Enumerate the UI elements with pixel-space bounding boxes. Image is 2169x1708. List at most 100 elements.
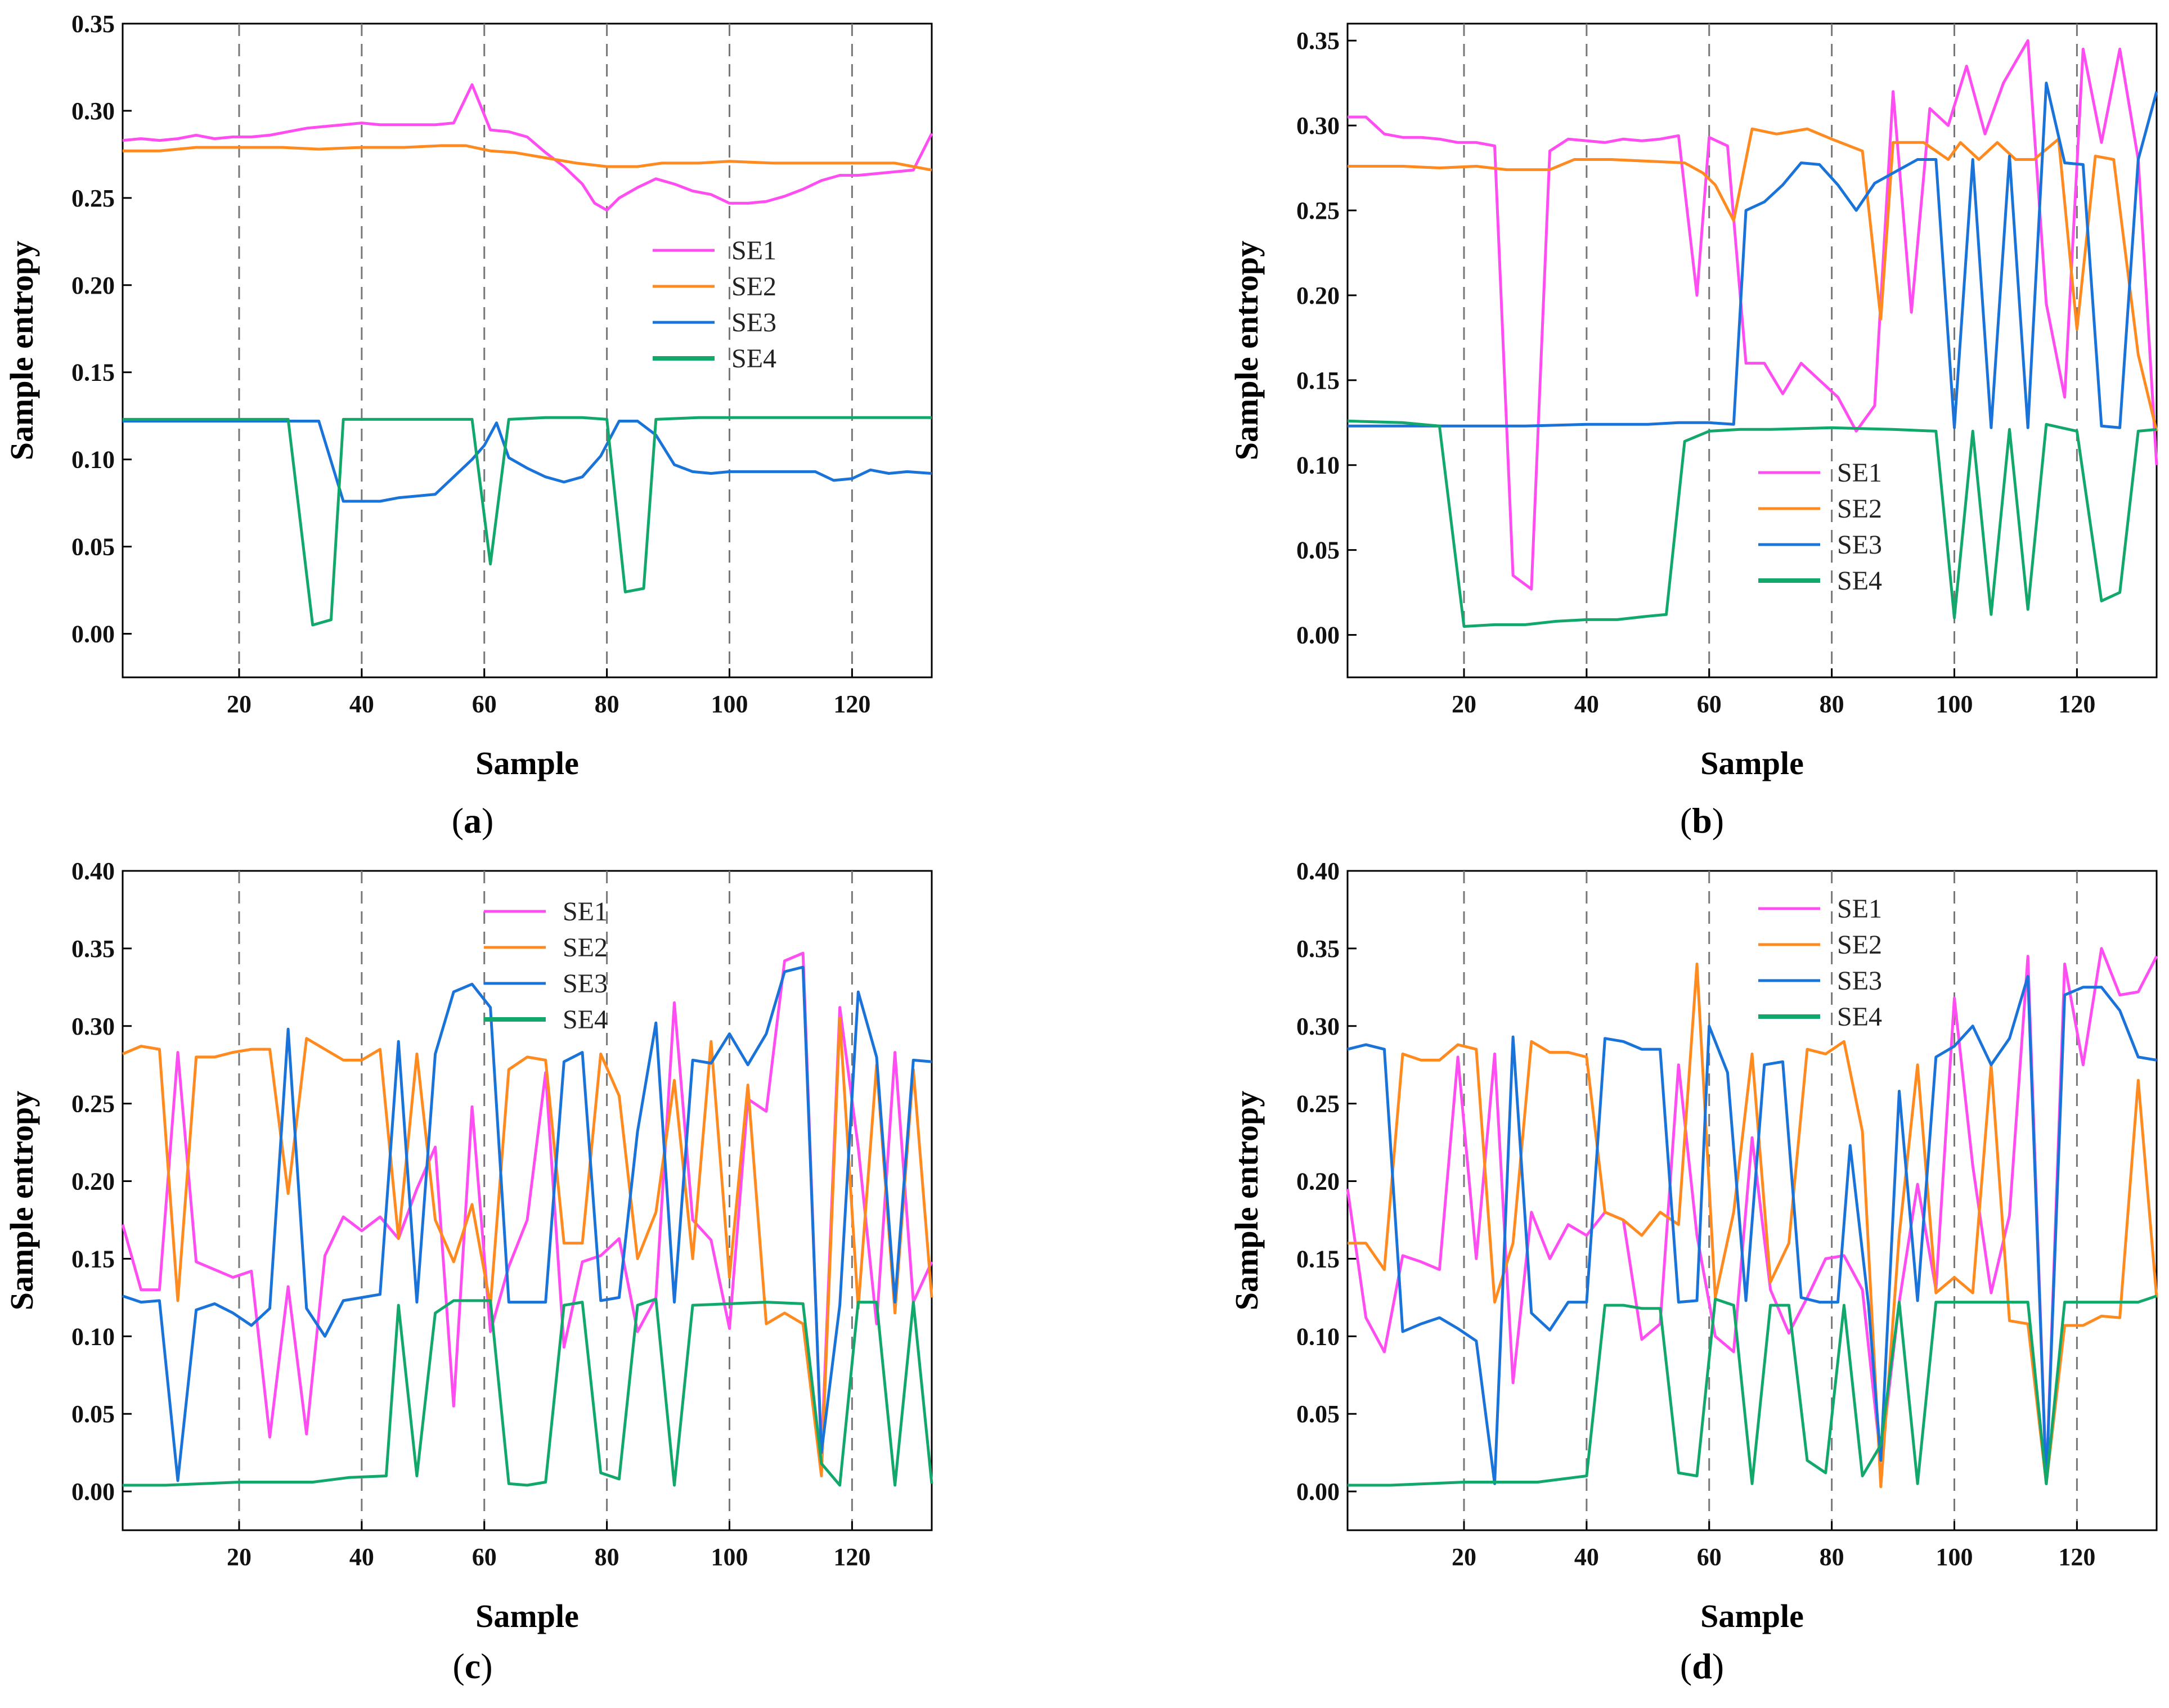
y-tick-label: 0.05: [71, 533, 115, 561]
x-tick-label: 40: [349, 1543, 374, 1571]
x-tick-label: 100: [711, 690, 748, 718]
x-tick-label: 40: [1574, 1543, 1599, 1571]
series-line-se1: [121, 951, 933, 1459]
panel-caption: (b): [1680, 801, 1724, 840]
y-tick-label: 0.35: [1296, 27, 1340, 55]
x-tick-label: 20: [1452, 1543, 1476, 1571]
y-tick-label: 0.10: [71, 1323, 115, 1350]
y-tick-label: 0.15: [71, 359, 115, 386]
series-line-se3: [1347, 975, 2157, 1485]
y-axis-title: Sample entropy: [3, 241, 40, 460]
y-tick-label: 0.40: [1296, 857, 1340, 885]
y-tick-label: 0.25: [1296, 1090, 1340, 1118]
legend-label-se3: SE3: [1837, 966, 1882, 996]
legend-label-se1: SE1: [1837, 894, 1882, 924]
y-tick-label: 0.40: [71, 857, 115, 885]
y-tick-label: 0.15: [1296, 367, 1340, 394]
legend-label-se4: SE4: [731, 344, 776, 374]
x-tick-label: 120: [2058, 690, 2095, 718]
caption-close-paren: ): [1712, 801, 1724, 840]
series-line-se3: [123, 420, 932, 503]
legend-label-se2: SE2: [1837, 930, 1882, 960]
legend-label-se2: SE2: [1837, 494, 1882, 524]
legend-label-se1: SE1: [563, 897, 608, 927]
y-tick-label: 0.15: [1296, 1245, 1340, 1273]
legend-label-se1: SE1: [731, 236, 776, 266]
y-tick-label: 0.00: [1296, 1478, 1340, 1505]
x-tick-label: 20: [227, 1543, 252, 1571]
x-tick-label: 60: [472, 690, 497, 718]
x-tick-label: 120: [833, 1543, 870, 1571]
plot-frame: [122, 23, 933, 678]
y-tick-label: 0.25: [1296, 197, 1340, 224]
x-tick-label: 100: [1936, 1543, 1973, 1571]
chart-panel-a: 0.00 0.05 0.10 0.15 0.20 0.25 0.30 0.35 20 40 60 80…: [3, 10, 933, 840]
series-line-se2: [1348, 127, 2158, 432]
y-tick-label: 0.35: [71, 10, 115, 38]
x-axis-title: Sample: [475, 745, 579, 781]
x-tick-label: 20: [227, 690, 252, 718]
y-tick-label: 0.00: [71, 621, 115, 648]
x-tick-label: 80: [1820, 1543, 1844, 1571]
panel-caption: (a): [452, 801, 494, 840]
series-line-se2: [1348, 963, 2158, 1489]
caption-letter: a: [464, 801, 482, 840]
chart-panel-b: 0.00 0.05 0.10 0.15 0.20 0.25 0.30 0.35 20 40 60 80…: [1228, 23, 2158, 840]
caption-letter: b: [1692, 801, 1712, 840]
series-line-se2: [122, 1017, 933, 1477]
y-tick-label: 0.35: [71, 935, 115, 963]
x-tick-label: 60: [1697, 690, 1722, 718]
y-tick-label: 0.10: [1296, 452, 1340, 479]
x-tick-label: 120: [2058, 1543, 2095, 1571]
x-tick-label: 120: [833, 690, 870, 718]
x-tick-label: 20: [1452, 690, 1476, 718]
plot-frame: [122, 870, 933, 1531]
x-tick-label: 80: [595, 690, 619, 718]
series-line-se2: [123, 144, 932, 172]
caption-open-paren: (: [452, 1646, 464, 1686]
x-axis-title: Sample: [1700, 1598, 1804, 1634]
series-line-se1: [1348, 39, 2158, 591]
x-axis-title: Sample: [475, 1598, 579, 1634]
legend-label-se4: SE4: [1837, 566, 1882, 596]
y-axis-title: Sample entropy: [1228, 241, 1265, 460]
x-tick-label: 60: [1697, 1543, 1722, 1571]
series-line-se1: [122, 83, 933, 212]
legend-label-se4: SE4: [1837, 1002, 1882, 1032]
y-tick-label: 0.05: [71, 1400, 115, 1428]
y-tick-label: 0.00: [1296, 622, 1340, 649]
series-line-se3: [122, 965, 932, 1482]
series-line-se4: [1348, 1295, 2157, 1487]
y-tick-label: 0.20: [71, 272, 115, 299]
y-tick-label: 0.30: [1296, 112, 1340, 140]
y-tick-label: 0.20: [71, 1168, 115, 1195]
x-tick-label: 80: [595, 1543, 619, 1571]
chart-panel-d: 0.00 0.05 0.10 0.15 0.20 0.25 0.30 0.35 0.40 20 40…: [1228, 857, 2158, 1686]
legend-label-se3: SE3: [731, 308, 776, 338]
x-tick-label: 80: [1820, 690, 1844, 718]
x-tick-label: 40: [349, 690, 374, 718]
y-tick-label: 0.10: [1296, 1323, 1340, 1350]
y-tick-label: 0.25: [71, 185, 115, 212]
caption-open-paren: (: [1680, 1646, 1692, 1686]
legend-label-se2: SE2: [731, 272, 776, 302]
caption-close-paren: ): [1712, 1646, 1724, 1686]
legend-label-se4: SE4: [563, 1005, 608, 1035]
series-line-se1: [1346, 947, 2158, 1485]
chart-panel-c: 0.00 0.05 0.10 0.15 0.20 0.25 0.30 0.35 0.40 20 40…: [3, 857, 933, 1686]
y-tick-label: 0.25: [71, 1090, 115, 1118]
x-axis-title: Sample: [1700, 745, 1804, 781]
caption-letter: c: [465, 1646, 480, 1686]
series-line-se4: [123, 1297, 933, 1487]
panel-caption: (c): [452, 1646, 492, 1686]
y-axis-title: Sample entropy: [1228, 1091, 1265, 1310]
series-line-se3: [1348, 82, 2158, 429]
x-tick-label: 40: [1574, 690, 1599, 718]
y-tick-label: 0.00: [71, 1478, 115, 1505]
caption-letter: d: [1692, 1646, 1712, 1686]
y-tick-label: 0.30: [71, 1013, 115, 1040]
x-tick-label: 100: [711, 1543, 748, 1571]
legend-label-se1: SE1: [1837, 458, 1882, 488]
legend: SE1 SE2 SE3 SE4: [1758, 458, 1882, 596]
plot-frame: [1346, 23, 2158, 678]
